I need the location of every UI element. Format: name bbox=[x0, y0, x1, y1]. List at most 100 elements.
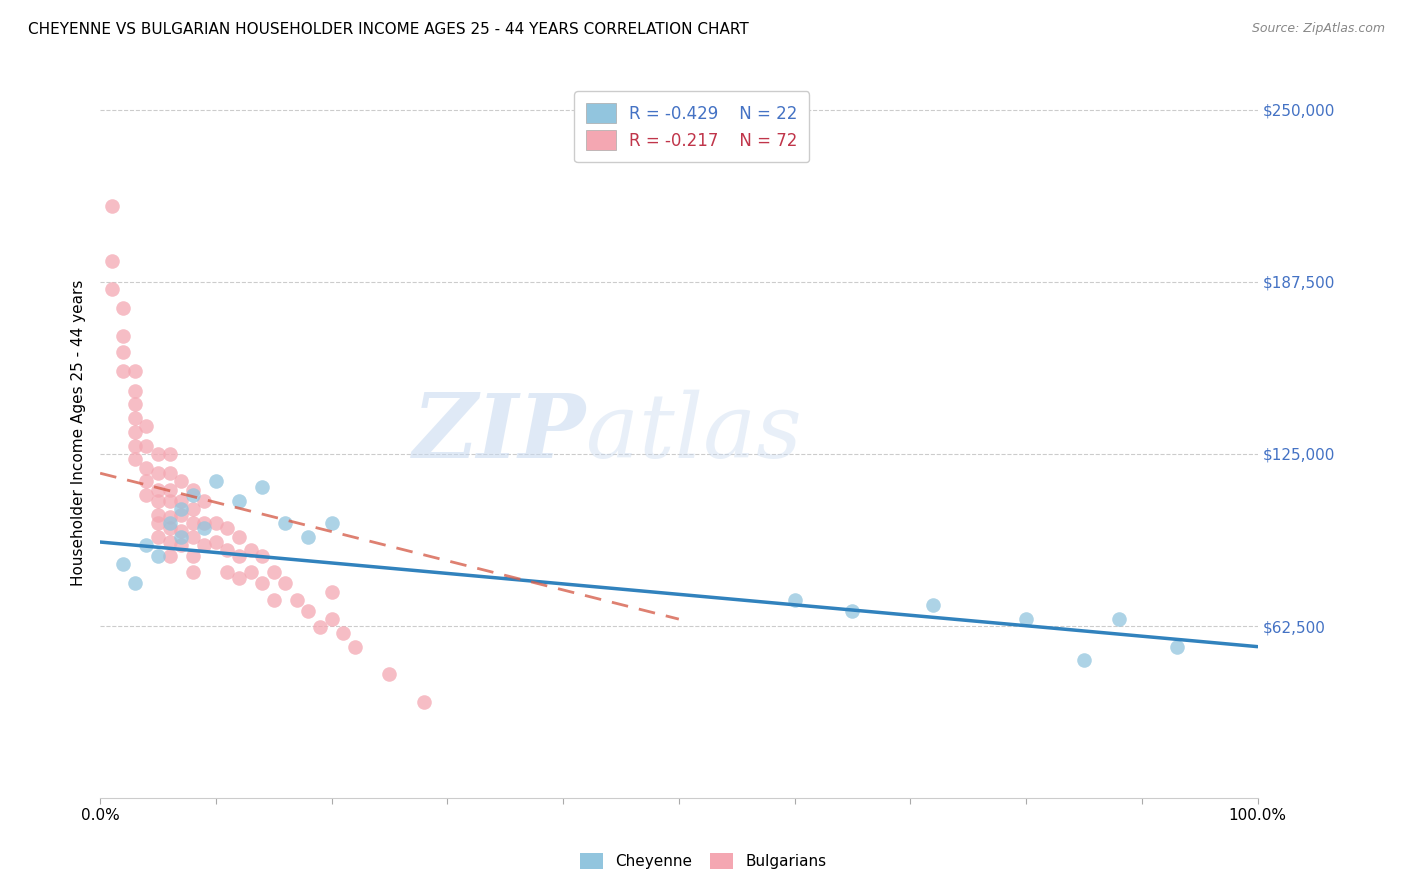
Point bbox=[274, 576, 297, 591]
Point bbox=[170, 502, 193, 516]
Point bbox=[181, 483, 204, 497]
Point bbox=[159, 549, 181, 563]
Text: ZIP: ZIP bbox=[413, 390, 586, 476]
Point bbox=[124, 364, 146, 378]
Point bbox=[309, 620, 332, 634]
Point bbox=[146, 493, 169, 508]
Point bbox=[228, 549, 250, 563]
Point bbox=[1166, 640, 1188, 654]
Point bbox=[217, 543, 239, 558]
Point bbox=[170, 508, 193, 522]
Point bbox=[124, 576, 146, 591]
Point bbox=[146, 483, 169, 497]
Point bbox=[263, 566, 285, 580]
Point bbox=[193, 493, 215, 508]
Text: Source: ZipAtlas.com: Source: ZipAtlas.com bbox=[1251, 22, 1385, 36]
Point bbox=[378, 667, 401, 681]
Point bbox=[841, 604, 863, 618]
Point bbox=[297, 529, 319, 543]
Point bbox=[159, 521, 181, 535]
Point bbox=[146, 508, 169, 522]
Point bbox=[205, 516, 228, 530]
Point bbox=[193, 538, 215, 552]
Point bbox=[1073, 653, 1095, 667]
Point bbox=[193, 521, 215, 535]
Point bbox=[170, 493, 193, 508]
Point bbox=[170, 538, 193, 552]
Point bbox=[181, 516, 204, 530]
Point bbox=[135, 475, 157, 489]
Point bbox=[159, 493, 181, 508]
Point bbox=[239, 566, 262, 580]
Point bbox=[135, 439, 157, 453]
Point bbox=[100, 199, 122, 213]
Point bbox=[146, 467, 169, 481]
Point bbox=[124, 411, 146, 425]
Point bbox=[124, 384, 146, 398]
Point bbox=[135, 460, 157, 475]
Point bbox=[228, 529, 250, 543]
Point bbox=[181, 502, 204, 516]
Point bbox=[321, 612, 343, 626]
Point bbox=[112, 328, 135, 343]
Point bbox=[112, 364, 135, 378]
Point bbox=[159, 483, 181, 497]
Point bbox=[413, 695, 436, 709]
Point bbox=[193, 516, 215, 530]
Point bbox=[239, 543, 262, 558]
Point bbox=[922, 599, 945, 613]
Point bbox=[100, 282, 122, 296]
Point bbox=[170, 529, 193, 543]
Point bbox=[205, 535, 228, 549]
Point bbox=[181, 566, 204, 580]
Text: CHEYENNE VS BULGARIAN HOUSEHOLDER INCOME AGES 25 - 44 YEARS CORRELATION CHART: CHEYENNE VS BULGARIAN HOUSEHOLDER INCOME… bbox=[28, 22, 749, 37]
Point bbox=[217, 521, 239, 535]
Point bbox=[343, 640, 366, 654]
Point bbox=[181, 549, 204, 563]
Point bbox=[205, 475, 228, 489]
Point bbox=[181, 488, 204, 502]
Point bbox=[135, 538, 157, 552]
Point bbox=[297, 604, 319, 618]
Point bbox=[263, 592, 285, 607]
Point bbox=[285, 592, 308, 607]
Point bbox=[159, 516, 181, 530]
Point bbox=[783, 592, 806, 607]
Point bbox=[274, 516, 297, 530]
Point bbox=[170, 524, 193, 538]
Point bbox=[135, 419, 157, 434]
Point bbox=[321, 584, 343, 599]
Point bbox=[1108, 612, 1130, 626]
Point bbox=[124, 452, 146, 467]
Point bbox=[146, 516, 169, 530]
Legend: Cheyenne, Bulgarians: Cheyenne, Bulgarians bbox=[574, 847, 832, 875]
Point bbox=[332, 626, 354, 640]
Legend: R = -0.429    N = 22, R = -0.217    N = 72: R = -0.429 N = 22, R = -0.217 N = 72 bbox=[574, 92, 810, 162]
Point bbox=[124, 439, 146, 453]
Point bbox=[100, 254, 122, 268]
Y-axis label: Householder Income Ages 25 - 44 years: Householder Income Ages 25 - 44 years bbox=[72, 280, 86, 586]
Point bbox=[250, 480, 273, 494]
Point bbox=[135, 488, 157, 502]
Point bbox=[112, 345, 135, 359]
Point bbox=[146, 447, 169, 461]
Point bbox=[124, 397, 146, 411]
Text: atlas: atlas bbox=[586, 390, 801, 476]
Point bbox=[228, 571, 250, 585]
Point bbox=[217, 566, 239, 580]
Point bbox=[250, 549, 273, 563]
Point bbox=[146, 549, 169, 563]
Point bbox=[112, 557, 135, 571]
Point bbox=[159, 447, 181, 461]
Point bbox=[1015, 612, 1038, 626]
Point bbox=[112, 301, 135, 315]
Point bbox=[228, 493, 250, 508]
Point bbox=[321, 516, 343, 530]
Point bbox=[170, 475, 193, 489]
Point bbox=[146, 529, 169, 543]
Point bbox=[159, 535, 181, 549]
Point bbox=[124, 425, 146, 439]
Point bbox=[159, 510, 181, 524]
Point bbox=[250, 576, 273, 591]
Point bbox=[181, 529, 204, 543]
